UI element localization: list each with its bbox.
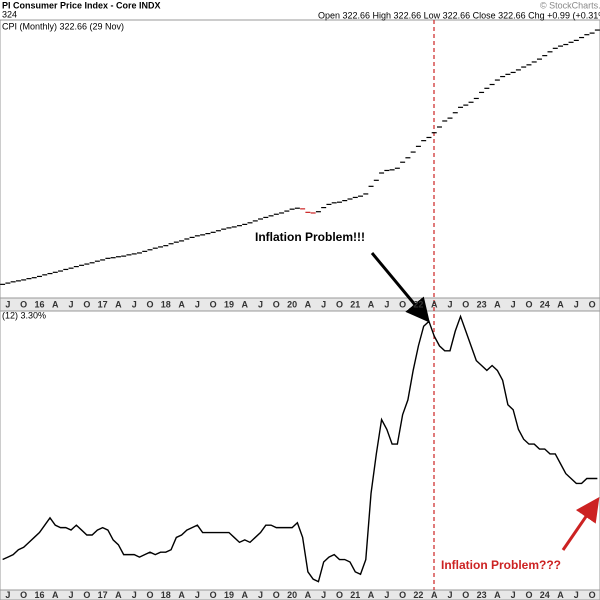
x-tick-label: O [589, 590, 596, 600]
x-tick-label: O [83, 299, 90, 309]
x-tick-label: A [494, 590, 501, 600]
annotation-arrow [370, 252, 430, 323]
x-tick-label: A [368, 590, 375, 600]
x-tick-label: J [574, 590, 579, 600]
x-tick-label: O [83, 590, 90, 600]
x-tick-label: J [5, 590, 10, 600]
x-tick-label: A [431, 299, 438, 309]
x-tick-label: O [273, 590, 280, 600]
x-tick-label: 19 [224, 299, 234, 309]
x-tick-label: 16 [34, 590, 44, 600]
chart-title: PI Consumer Price Index - Core INDX [2, 0, 161, 10]
x-tick-label: A [241, 299, 248, 309]
x-tick-label: A [305, 590, 312, 600]
annotation-arrow [561, 497, 600, 551]
roc-line [2, 314, 598, 583]
annotation: Inflation Problem??? [441, 558, 561, 572]
x-tick-label: 21 [350, 299, 360, 309]
x-tick-label: O [20, 590, 27, 600]
axis-strip [0, 589, 600, 600]
x-tick-label: A [368, 299, 375, 309]
x-tick-label: J [321, 590, 326, 600]
x-tick-label: O [20, 299, 27, 309]
x-tick-label: O [210, 299, 217, 309]
x-tick-label: O [336, 299, 343, 309]
x-tick-label: A [431, 590, 438, 600]
x-tick-label: 16 [34, 299, 44, 309]
x-tick-label: 18 [161, 590, 171, 600]
subtitle: 324 [2, 9, 17, 19]
x-tick-label: A [241, 590, 248, 600]
x-tick-label: O [525, 299, 532, 309]
x-tick-label: J [5, 299, 10, 309]
x-tick-label: O [462, 590, 469, 600]
x-tick-label: A [494, 299, 501, 309]
x-tick-label: O [146, 590, 153, 600]
x-tick-label: O [273, 299, 280, 309]
x-tick-label: 19 [224, 590, 234, 600]
x-tick-label: A [115, 590, 122, 600]
x-tick-label: J [384, 299, 389, 309]
x-tick-label: J [258, 590, 263, 600]
x-tick-label: 24 [540, 590, 550, 600]
x-tick-label: A [52, 590, 59, 600]
x-tick-label: A [178, 590, 185, 600]
x-tick-label: A [115, 299, 122, 309]
x-tick-label: 18 [161, 299, 171, 309]
x-tick-label: O [589, 299, 596, 309]
x-tick-label: J [511, 299, 516, 309]
x-tick-label: O [462, 299, 469, 309]
x-tick-label: J [574, 299, 579, 309]
legend: (12) 3.30% [2, 310, 46, 320]
x-tick-label: O [210, 590, 217, 600]
x-tick-label: J [132, 590, 137, 600]
quote-summary: Open 322.66 High 322.66 Low 322.66 Close… [318, 10, 600, 20]
x-tick-label: 17 [98, 299, 108, 309]
x-tick-label: 23 [477, 299, 487, 309]
x-tick-label: 23 [477, 590, 487, 600]
x-tick-label: J [69, 299, 74, 309]
x-tick-label: J [132, 299, 137, 309]
x-tick-label: J [69, 590, 74, 600]
x-tick-label: O [146, 299, 153, 309]
x-tick-label: A [178, 299, 185, 309]
annotation: Inflation Problem!!! [255, 230, 365, 244]
x-tick-label: 20 [287, 299, 297, 309]
x-tick-label: 20 [287, 590, 297, 600]
x-tick-label: O [525, 590, 532, 600]
x-tick-label: A [52, 299, 59, 309]
legend: CPI (Monthly) 322.66 (29 Nov) [2, 21, 124, 31]
x-tick-label: A [557, 299, 564, 309]
x-tick-label: 22 [413, 590, 423, 600]
watermark: © StockCharts.com [540, 0, 600, 10]
x-tick-label: 22 [413, 299, 423, 309]
x-tick-label: J [195, 590, 200, 600]
x-tick-label: J [258, 299, 263, 309]
x-tick-label: J [447, 299, 452, 309]
x-tick-label: J [195, 299, 200, 309]
x-tick-label: O [399, 299, 406, 309]
x-tick-label: A [557, 590, 564, 600]
x-tick-label: O [336, 590, 343, 600]
x-tick-label: A [305, 299, 312, 309]
x-tick-label: J [384, 590, 389, 600]
x-tick-label: J [447, 590, 452, 600]
x-tick-label: O [399, 590, 406, 600]
x-tick-label: 24 [540, 299, 550, 309]
x-tick-label: 17 [98, 590, 108, 600]
x-tick-label: 21 [350, 590, 360, 600]
x-tick-label: J [511, 590, 516, 600]
x-tick-label: J [321, 299, 326, 309]
